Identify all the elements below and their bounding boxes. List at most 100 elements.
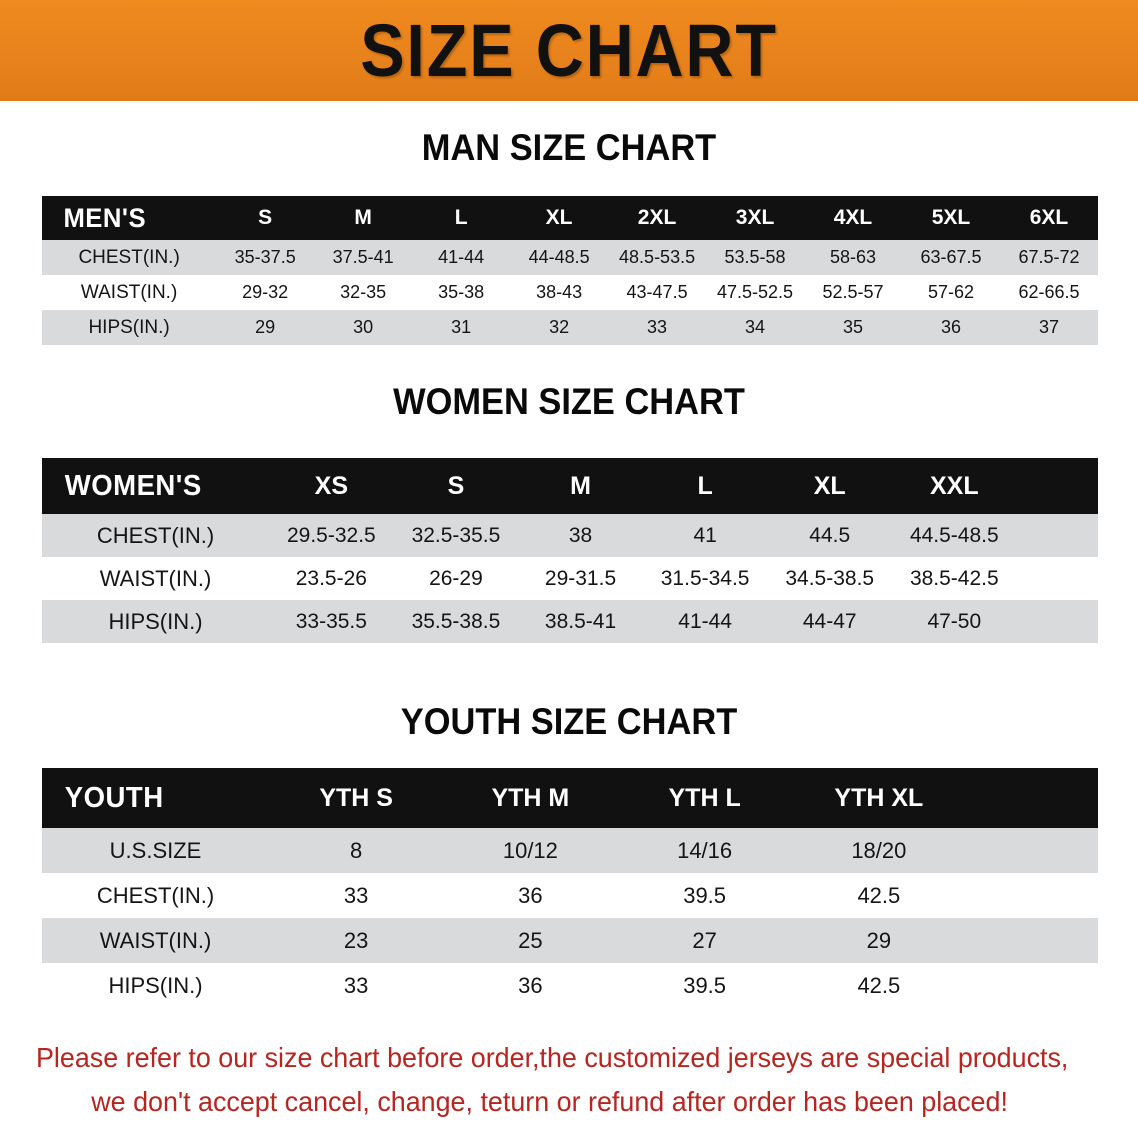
- men-size-column-header: 3XL: [735, 206, 775, 229]
- women-row-spacer: [1017, 514, 1098, 557]
- women-measurement-value: 41-44: [678, 609, 732, 633]
- men-measurement-value: 62-66.5: [1018, 282, 1080, 302]
- youth-section-title: YOUTH SIZE CHART: [400, 701, 738, 742]
- disclaimer-text: Please refer to our size chart before or…: [36, 1036, 1068, 1124]
- women-measurement-value: 33-35.5: [295, 609, 367, 633]
- men-measurement-value: 32: [549, 317, 570, 337]
- women-section-title: WOMEN SIZE CHART: [393, 381, 745, 422]
- disclaimer-line-2: we don't accept cancel, change, teturn o…: [91, 1086, 1008, 1117]
- men-measurement-value: 29-32: [242, 282, 289, 302]
- youth-measurement-value: 25: [518, 927, 543, 953]
- youth-header-row: YOUTH YTH S YTH M YTH L YTH XL: [42, 768, 1098, 828]
- men-measurement-value: 35-37.5: [234, 247, 296, 267]
- men-size-column-header: 6XL: [1029, 206, 1069, 229]
- women-measurement-value: 44.5: [809, 523, 851, 547]
- youth-measurement-value: 18/20: [851, 837, 907, 863]
- women-row-label: HIPS(IN.): [108, 608, 203, 634]
- men-size-column-header: L: [454, 206, 468, 229]
- table-row: CHEST(IN.) 29.5-32.5 32.5-35.5 38 41 44.5 44.5…: [42, 514, 1098, 557]
- youth-measurement-value: 36: [518, 972, 543, 998]
- table-row: CHEST(IN.) 35-37.5 37.5-41 41-44 44-48.5 48.5…: [42, 240, 1098, 275]
- men-size-column-header: M: [354, 206, 372, 229]
- men-row-label: HIPS(IN.): [88, 316, 170, 338]
- women-measurement-value: 38.5-41: [544, 609, 617, 633]
- table-row: WAIST(IN.) 29-32 32-35 35-38 38-43 43-47.5 47.…: [42, 275, 1098, 310]
- women-measurement-value: 35.5-38.5: [411, 609, 501, 633]
- youth-row-spacer: [966, 828, 1098, 873]
- men-measurement-value: 29: [255, 317, 276, 337]
- women-header-row: WOMEN'S XS S M L XL XXL: [42, 458, 1098, 514]
- men-header-row: MEN'S S M L XL 2XL 3XL 4XL 5XL 6XL: [42, 196, 1098, 240]
- youth-size-table: YOUTH YTH S YTH M YTH L YTH XL U.S.SIZE 8 10/12…: [42, 768, 1098, 1008]
- table-row: HIPS(IN.) 33 36 39.5 42.5: [42, 963, 1098, 1008]
- women-measurement-value: 44.5-48.5: [909, 523, 999, 547]
- men-measurement-value: 58-63: [829, 247, 877, 267]
- youth-measurement-value: 27: [692, 927, 717, 953]
- women-size-column-header: S: [447, 471, 465, 500]
- men-size-column-header: 5XL: [931, 206, 971, 229]
- table-row: CHEST(IN.) 33 36 39.5 42.5: [42, 873, 1098, 918]
- youth-row-label: WAIST(IN.): [99, 927, 212, 953]
- women-size-column-header: L: [697, 471, 713, 500]
- youth-row-spacer: [966, 918, 1098, 963]
- men-measurement-value: 30: [353, 317, 374, 337]
- youth-measurement-value: 29: [866, 927, 892, 953]
- youth-row-spacer: [966, 963, 1098, 1008]
- men-measurement-value: 33: [647, 317, 668, 337]
- youth-measurement-value: 33: [343, 882, 369, 908]
- youth-measurement-value: 39.5: [683, 882, 727, 908]
- youth-measurement-value: 8: [350, 837, 363, 863]
- women-size-column-header: XS: [314, 471, 349, 500]
- youth-row-label: CHEST(IN.): [96, 882, 215, 908]
- women-measurement-value: 34.5-38.5: [785, 566, 875, 590]
- table-row: HIPS(IN.) 33-35.5 35.5-38.5 38.5-41 41-44 44-…: [42, 600, 1098, 643]
- youth-size-column-header: YTH S: [319, 783, 393, 812]
- table-row: WAIST(IN.) 23 25 27 29: [42, 918, 1098, 963]
- youth-measurement-value: 36: [518, 882, 543, 908]
- page-title: SIZE CHART: [360, 8, 778, 92]
- women-header-spacer: [1017, 458, 1098, 514]
- men-measurement-value: 41-44: [438, 247, 485, 267]
- men-size-column-header: S: [258, 206, 273, 229]
- men-size-column-header: 2XL: [637, 206, 677, 229]
- men-measurement-value: 32-35: [340, 282, 387, 302]
- men-measurement-value: 36: [940, 317, 961, 337]
- men-measurement-value: 63-67.5: [920, 247, 982, 267]
- men-measurement-value: 57-62: [927, 282, 974, 302]
- man-size-table: MEN'S S M L XL 2XL 3XL 4XL 5XL 6XL CHEST(IN.) 35-37…: [42, 196, 1098, 345]
- men-measurement-value: 34: [745, 317, 766, 337]
- men-row-label: CHEST(IN.): [78, 246, 180, 268]
- youth-size-column-header: YTH L: [668, 783, 741, 812]
- men-measurement-value: 31: [451, 317, 472, 337]
- men-size-column-header: XL: [545, 206, 573, 229]
- youth-row-label: HIPS(IN.): [108, 972, 203, 998]
- youth-measurement-value: 39.5: [683, 972, 727, 998]
- men-measurement-value: 53.5-58: [724, 247, 786, 267]
- men-measurement-value: 48.5-53.5: [619, 247, 696, 267]
- men-measurement-value: 43-47.5: [626, 282, 688, 302]
- women-measurement-value: 47-50: [927, 609, 982, 633]
- women-size-column-header: XL: [813, 471, 846, 500]
- men-header-label: MEN'S: [63, 202, 147, 233]
- women-measurement-value: 31.5-34.5: [660, 566, 750, 590]
- women-measurement-value: 29.5-32.5: [286, 523, 376, 547]
- men-measurement-value: 38-43: [536, 282, 583, 302]
- youth-row-spacer: [966, 873, 1098, 918]
- page-banner: SIZE CHART: [0, 0, 1138, 101]
- women-measurement-value: 41: [693, 523, 717, 547]
- women-row-label: CHEST(IN.): [96, 522, 215, 548]
- youth-measurement-value: 33: [343, 972, 369, 998]
- table-row: WAIST(IN.) 23.5-26 26-29 29-31.5 31.5-34.5 34…: [42, 557, 1098, 600]
- women-row-label: WAIST(IN.): [99, 565, 212, 591]
- women-measurement-value: 38.5-42.5: [909, 566, 999, 590]
- women-row-spacer: [1017, 557, 1098, 600]
- youth-row-label: U.S.SIZE: [109, 837, 202, 863]
- women-measurement-value: 26-29: [429, 566, 483, 590]
- women-row-spacer: [1017, 600, 1098, 643]
- men-measurement-value: 44-48.5: [528, 247, 590, 267]
- men-measurement-value: 37: [1038, 317, 1059, 337]
- women-measurement-value: 32.5-35.5: [411, 523, 501, 547]
- men-measurement-value: 47.5-52.5: [717, 282, 794, 302]
- women-size-column-header: M: [570, 471, 591, 500]
